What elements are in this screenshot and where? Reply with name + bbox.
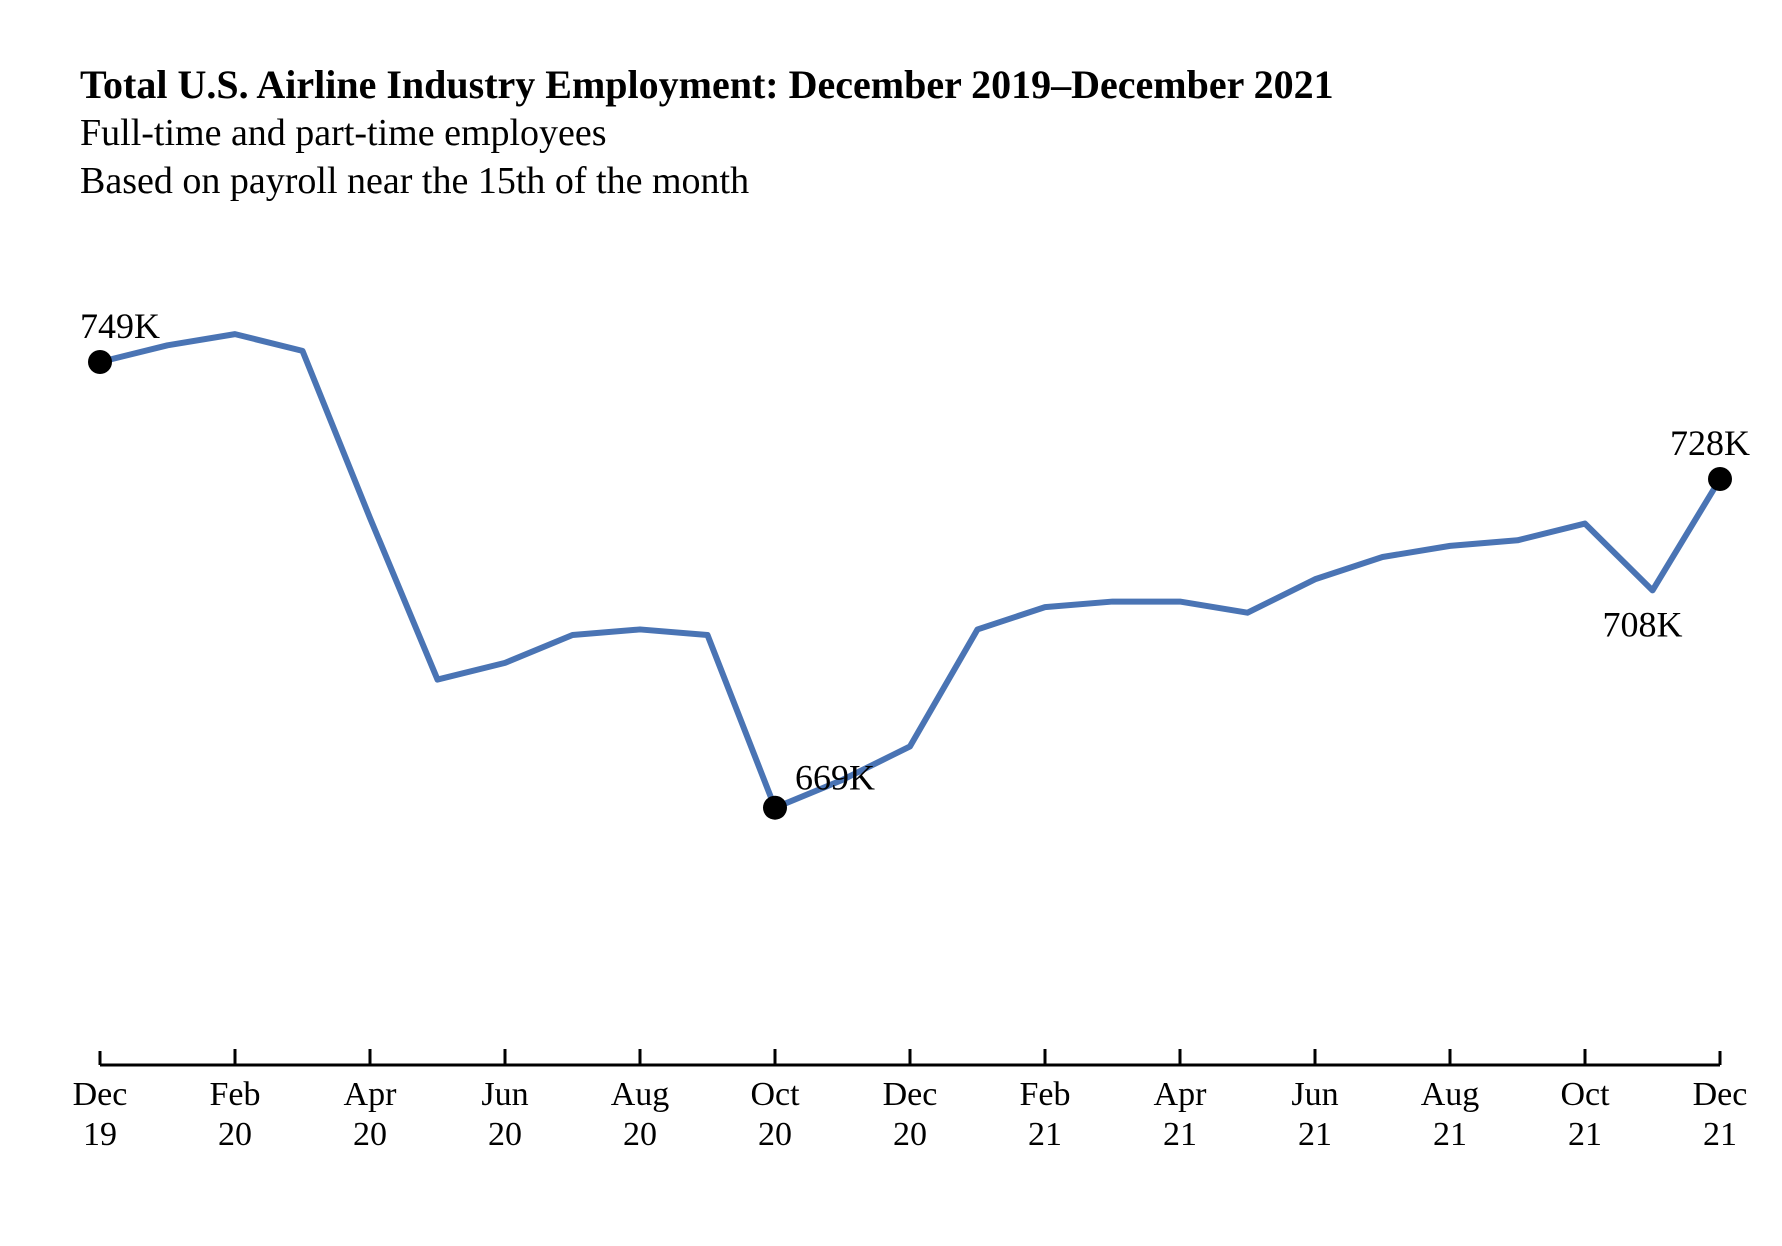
x-axis-tick-label-year: 21: [1163, 1116, 1197, 1153]
x-axis-tick-label-year: 21: [1298, 1116, 1332, 1153]
chart-container: Total U.S. Airline Industry Employment: …: [0, 0, 1782, 1246]
x-axis-tick-label-month: Feb: [1020, 1076, 1071, 1113]
x-axis-tick-label-year: 20: [218, 1116, 252, 1153]
x-axis-tick-label-month: Jun: [481, 1076, 528, 1113]
x-axis-tick-label-year: 20: [623, 1116, 657, 1153]
x-axis-tick-label-year: 20: [758, 1116, 792, 1153]
data-point-marker: [1708, 467, 1732, 491]
data-point-label: 669K: [795, 758, 875, 798]
line-chart: Dec19Feb20Apr20Jun20Aug20Oct20Dec20Feb21…: [60, 215, 1760, 1165]
x-axis-tick-label-month: Oct: [750, 1076, 800, 1113]
chart-subtitle-2: Based on payroll near the 15th of the mo…: [80, 158, 1722, 206]
x-axis-tick-label-month: Feb: [210, 1076, 261, 1113]
x-axis-tick-label-month: Apr: [1154, 1076, 1208, 1113]
x-axis-tick-label-year: 21: [1028, 1116, 1062, 1153]
data-point-label: 749K: [80, 306, 160, 346]
x-axis-tick-label-year: 19: [83, 1116, 117, 1153]
x-axis-tick-label-month: Jun: [1291, 1076, 1338, 1113]
chart-title: Total U.S. Airline Industry Employment: …: [80, 60, 1722, 110]
x-axis-tick-label-month: Dec: [1693, 1076, 1748, 1113]
x-axis-tick-label-year: 21: [1703, 1116, 1737, 1153]
x-axis-tick-label-month: Aug: [611, 1076, 670, 1113]
chart-subtitle-1: Full-time and part-time employees: [80, 110, 1722, 158]
x-axis-tick-label-month: Dec: [883, 1076, 938, 1113]
x-axis-tick-label-year: 21: [1433, 1116, 1467, 1153]
x-axis-tick-label-month: Dec: [73, 1076, 128, 1113]
chart-title-block: Total U.S. Airline Industry Employment: …: [80, 60, 1722, 205]
x-axis-tick-label-month: Aug: [1421, 1076, 1480, 1113]
data-point-label: 708K: [1603, 604, 1683, 644]
x-axis-tick-label-year: 20: [893, 1116, 927, 1153]
series-line: [100, 334, 1720, 808]
x-axis-tick-label-month: Apr: [344, 1076, 398, 1113]
data-point-marker: [88, 350, 112, 374]
x-axis-tick-label-year: 20: [353, 1116, 387, 1153]
x-axis-tick-label-year: 21: [1568, 1116, 1602, 1153]
x-axis-tick-label-year: 20: [488, 1116, 522, 1153]
data-point-label: 728K: [1670, 423, 1750, 463]
data-point-marker: [763, 796, 787, 820]
x-axis-tick-label-month: Oct: [1560, 1076, 1610, 1113]
